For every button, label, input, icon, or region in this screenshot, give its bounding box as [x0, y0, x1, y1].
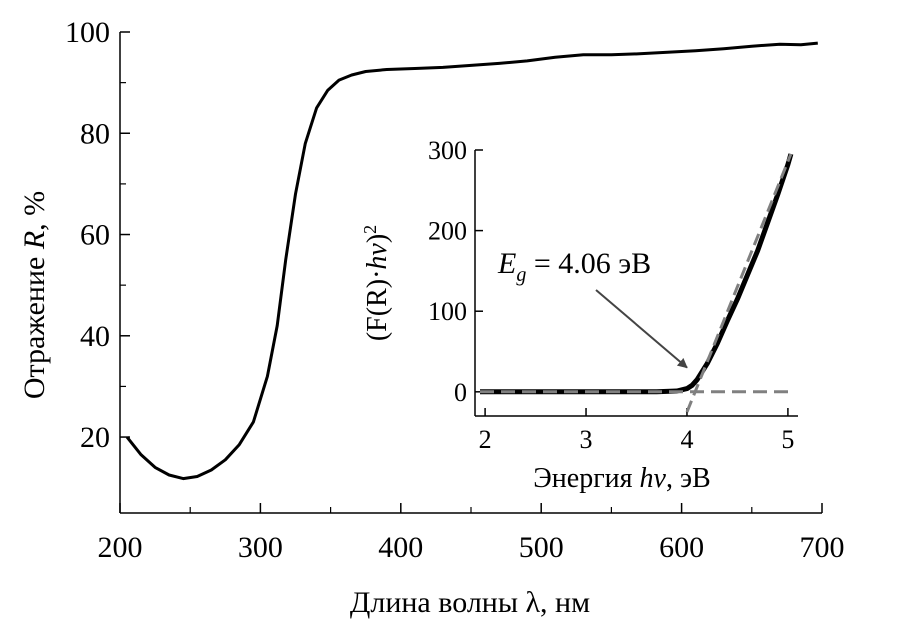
main-y-axis-title-suffix: , % — [18, 191, 51, 231]
main-y-axis-title-var: R — [18, 231, 51, 250]
main-y-tick-label: 60 — [80, 219, 110, 252]
inset-y-axis-title-sup: 2 — [360, 225, 380, 234]
inset-x-axis-title: Энергия hν, эВ — [533, 463, 710, 494]
main-x-tick-label: 200 — [98, 531, 143, 564]
main-x-tick-label: 500 — [519, 531, 564, 564]
reflectance-curve — [125, 41, 818, 481]
inset-tick-labels: 2 3 4 5 0 100 200 300 — [428, 136, 794, 454]
inset-x-axis-title-suffix: , эВ — [666, 463, 711, 494]
bandgap-annotation-var: E — [497, 247, 516, 280]
inset-x-tick-label: 5 — [781, 425, 794, 454]
inset-y-tick-label: 200 — [428, 217, 467, 246]
main-y-axis-title-prefix: Отражение — [18, 249, 51, 399]
inset-linear-fit-dashed — [685, 153, 793, 413]
inset-y-tick-label: 300 — [428, 136, 467, 165]
main-x-tick-label: 300 — [238, 531, 283, 564]
main-y-tick-label: 20 — [80, 421, 110, 454]
inset-y-axis-title-left: (F(R)· — [362, 270, 393, 342]
inset-y-axis-title: (F(R)·hν)2 — [360, 225, 393, 341]
bandgap-annotation-value: = 4.06 эВ — [526, 247, 651, 280]
main-y-tick-label: 100 — [65, 16, 110, 49]
inset-x-tick-label: 2 — [479, 425, 492, 454]
bandgap-annotation-sub: g — [516, 264, 526, 286]
main-x-tick-label: 700 — [800, 531, 845, 564]
bandgap-arrow — [595, 289, 688, 369]
inset-y-axis-title-right: ) — [362, 234, 393, 243]
main-x-tick-label: 600 — [659, 531, 704, 564]
main-y-tick-label: 80 — [80, 117, 110, 150]
inset-x-tick-label: 4 — [680, 425, 693, 454]
main-y-tick-label: 40 — [80, 320, 110, 353]
inset-y-tick-label: 100 — [428, 297, 467, 326]
inset-y-axis-title-var: hν — [362, 243, 393, 270]
bandgap-annotation: Eg = 4.06 эВ — [497, 247, 651, 286]
inset-absorption-curve — [480, 153, 794, 395]
inset-x-tick-label: 3 — [580, 425, 593, 454]
inset-x-axis-title-var: hν — [640, 463, 667, 494]
main-x-axis-title: Длина волны λ, нм — [350, 586, 590, 619]
main-y-axis-title: Отражение R, % — [18, 191, 51, 399]
main-x-tick-label: 400 — [378, 531, 423, 564]
inset-y-tick-label: 0 — [454, 378, 467, 407]
inset-x-axis-title-prefix: Энергия — [533, 463, 639, 494]
